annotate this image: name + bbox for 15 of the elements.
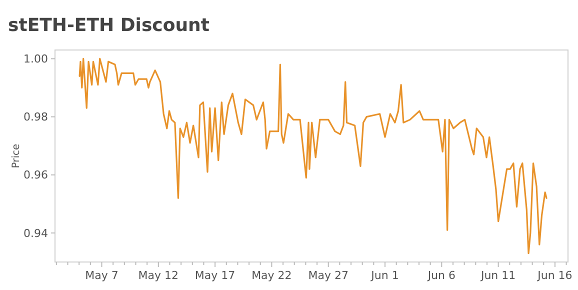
x-tick-label: Jun 1 [370,269,399,282]
y-tick-label: 0.96 [24,168,48,182]
x-tick-label: May 27 [308,269,348,282]
chart-title: stETH-ETH Discount [8,15,210,36]
y-tick-label: 0.94 [24,226,48,240]
x-tick-label: May 22 [252,269,292,282]
x-tick-label: Jun 6 [426,269,456,282]
x-tick-label: May 17 [194,269,236,282]
x-tick-label: Jun 16 [536,269,572,282]
x-tick-label: May 7 [85,269,118,282]
y-tick-label: 0.98 [24,110,48,124]
x-tick-label: Jun 11 [480,269,516,282]
x-tick-label: May 12 [138,269,179,282]
y-tick-label: 1.00 [24,52,48,66]
y-axis-title: Price [11,144,22,168]
